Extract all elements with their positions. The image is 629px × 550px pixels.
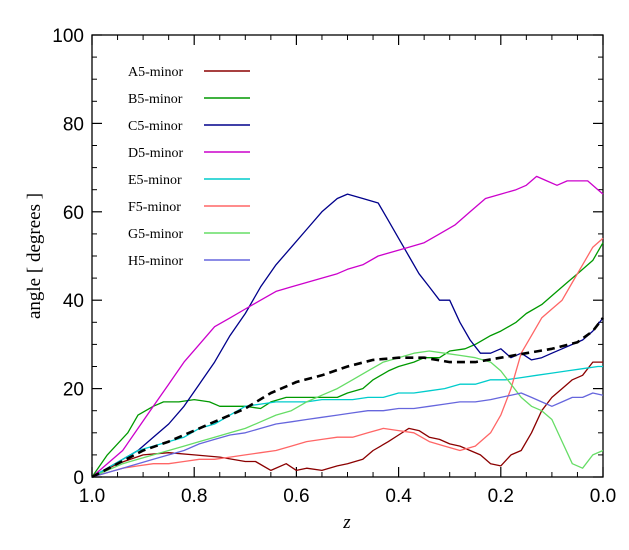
series-line-c5-minor: [91, 193, 604, 478]
y-tick-label: 40: [63, 291, 84, 312]
y-axis-title: angle [ degrees ]: [24, 193, 45, 319]
x-tick-label: 0.6: [283, 486, 309, 507]
y-tick-label: 80: [63, 114, 84, 135]
x-tick-label: 1.0: [79, 486, 105, 507]
x-axis-ticks: 1.0 0.8 0.6 0.4 0.2 0.0: [79, 35, 616, 507]
legend-label: C5-minor: [128, 119, 183, 134]
x-axis-title: z: [342, 512, 351, 533]
series-line-f5-minor: [91, 237, 604, 478]
legend-label: E5-minor: [128, 173, 182, 188]
series-lines: [91, 175, 605, 479]
series-line-mean: [91, 317, 605, 479]
series-line-e5-minor: [91, 365, 603, 478]
legend-label: H5-minor: [128, 254, 184, 269]
legend: A5-minor B5-minor C5-minor D5-minor E5-minor…: [128, 65, 250, 269]
series-line-a5-minor: [91, 361, 603, 478]
series-line-h5-minor: [91, 392, 604, 478]
legend-label: B5-minor: [128, 92, 183, 107]
x-tick-label: 0.0: [590, 486, 616, 507]
legend-label: G5-minor: [128, 227, 184, 242]
y-tick-label: 20: [63, 380, 84, 401]
series-line-d5-minor: [91, 175, 604, 478]
series-line-b5-minor: [91, 242, 604, 478]
y-tick-label: 0: [73, 468, 84, 489]
x-tick-label: 0.2: [488, 486, 514, 507]
series-line-g5-minor: [91, 350, 604, 478]
y-axis-ticks: 0 20 40 60 80 100: [52, 26, 603, 489]
y-tick-label: 60: [63, 203, 84, 224]
x-tick-label: 0.8: [181, 486, 207, 507]
legend-label: D5-minor: [128, 146, 184, 161]
y-tick-label: 100: [52, 26, 84, 47]
x-tick-label: 0.4: [385, 486, 412, 507]
legend-label: A5-minor: [128, 65, 184, 80]
legend-label: F5-minor: [128, 200, 181, 215]
